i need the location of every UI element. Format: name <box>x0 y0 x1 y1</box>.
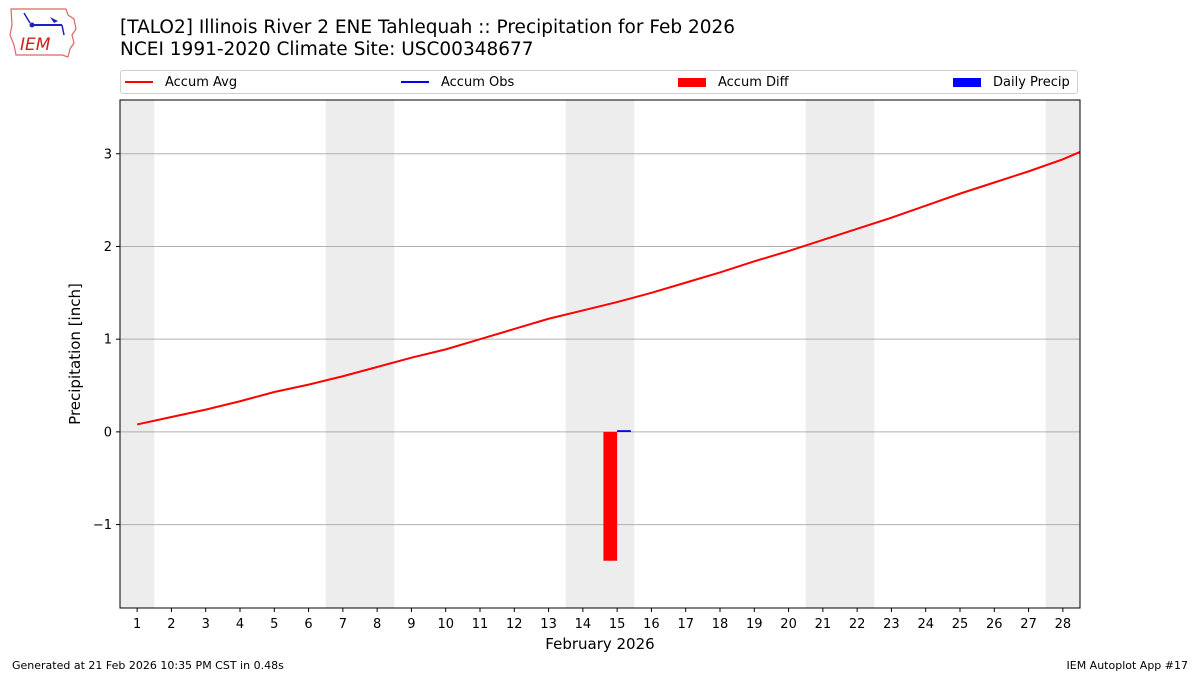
x-tick-label: 26 <box>986 617 1003 632</box>
legend-item-accum-obs: Accum Obs <box>401 71 514 93</box>
x-axis-label: February 2026 <box>545 635 654 653</box>
iem-logo: IEM <box>8 5 80 59</box>
x-tick-label: 9 <box>407 617 415 632</box>
y-tick-label: 2 <box>104 240 112 255</box>
red-box-swatch-icon <box>678 77 706 87</box>
lines <box>136 150 1081 432</box>
x-tick-label: 12 <box>506 617 523 632</box>
accum-diff-bar <box>603 431 618 561</box>
x-tick-label: 14 <box>575 617 592 632</box>
x-tick-label: 6 <box>304 617 312 632</box>
x-tick-label: 27 <box>1020 617 1037 632</box>
plot-frame <box>119 99 1081 609</box>
x-tick-label: 23 <box>883 617 900 632</box>
weekend-band <box>120 100 155 608</box>
x-tick-label: 15 <box>609 617 626 632</box>
x-tick-label: 17 <box>677 617 694 632</box>
x-tick-label: 2 <box>167 617 175 632</box>
x-tick-label: 18 <box>712 617 729 632</box>
x-tick-label: 16 <box>643 617 660 632</box>
iowa-map-icon: IEM <box>9 8 77 58</box>
chart-title: [TALO2] Illinois River 2 ENE Tahlequah :… <box>120 17 735 61</box>
x-tick-label: 7 <box>339 617 347 632</box>
x-tick-label: 19 <box>746 617 763 632</box>
weekend-band <box>325 100 395 608</box>
title-line-1: [TALO2] Illinois River 2 ENE Tahlequah :… <box>120 17 736 38</box>
weekend-band <box>565 100 635 608</box>
app-credit: IEM Autoplot App #17 <box>1066 659 1189 672</box>
x-tick-label: 4 <box>236 617 244 632</box>
blue-box-swatch-icon <box>953 77 981 87</box>
legend-label: Accum Obs <box>441 74 515 90</box>
x-tick-label: 20 <box>780 617 797 632</box>
generated-timestamp: Generated at 21 Feb 2026 10:35 PM CST in… <box>12 659 284 672</box>
x-tick-label: 13 <box>540 617 557 632</box>
blue-line-swatch-icon <box>401 81 429 83</box>
x-tick-label: 22 <box>849 617 866 632</box>
x-tick-label: 10 <box>437 617 454 632</box>
accum-avg-line <box>136 150 1081 426</box>
x-tick-label: 8 <box>373 617 381 632</box>
legend-item-daily-precip: Daily Precip <box>953 71 1070 93</box>
y-tick-label: 3 <box>104 147 112 162</box>
chart-legend: Accum Avg Accum Obs Accum Diff Daily Pre… <box>120 70 1078 94</box>
x-tick-label: 3 <box>202 617 210 632</box>
y-tick-label: 0 <box>104 425 112 440</box>
legend-label: Accum Diff <box>718 74 789 90</box>
x-axis-ticks: 1 2 3 4 5 6 7 8 9 10 11 12 13 14 15 16 17 18 19 20 21 22 23 24 2… <box>133 608 1071 632</box>
x-tick-label: 24 <box>917 617 934 632</box>
x-tick-label: 21 <box>815 617 832 632</box>
red-line-swatch-icon <box>125 81 153 83</box>
x-tick-label: 11 <box>472 617 489 632</box>
y-tick-label: −1 <box>93 518 112 533</box>
y-gridlines <box>120 153 1080 526</box>
x-tick-label: 28 <box>1055 617 1072 632</box>
weekend-shading <box>120 100 1080 608</box>
x-tick-label: 1 <box>133 617 141 632</box>
legend-label: Daily Precip <box>993 74 1070 90</box>
weekend-band <box>1045 100 1080 608</box>
y-tick-label: 1 <box>104 333 112 348</box>
y-axis-ticks: −1 0 1 2 3 <box>93 147 120 533</box>
legend-label: Accum Avg <box>165 74 238 90</box>
legend-item-accum-avg: Accum Avg <box>125 71 237 93</box>
y-axis-label: Precipitation [inch] <box>66 283 84 425</box>
weekend-band <box>805 100 875 608</box>
title-line-2: NCEI 1991-2020 Climate Site: USC00348677 <box>120 39 534 60</box>
legend-item-accum-diff: Accum Diff <box>678 71 789 93</box>
x-tick-label: 5 <box>270 617 278 632</box>
svg-text:IEM: IEM <box>20 35 51 55</box>
x-tick-label: 25 <box>952 617 969 632</box>
